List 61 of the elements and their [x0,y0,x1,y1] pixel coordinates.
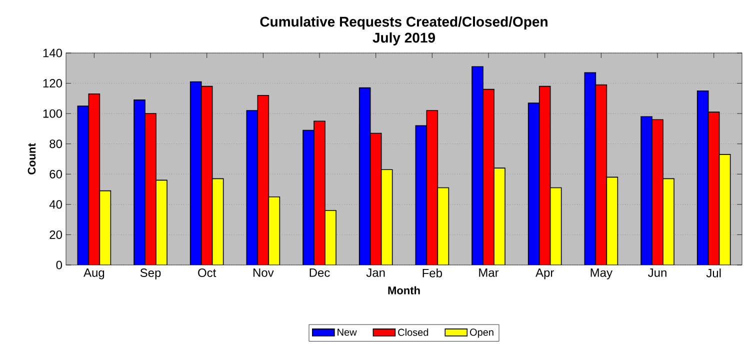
x-tick-label: Jul [706,268,721,278]
legend-label: New [338,328,357,336]
bar [212,178,224,265]
bar [606,176,618,265]
x-tick-label: Jun [648,268,666,277]
bar [584,72,596,265]
bar [472,66,484,265]
bar [370,132,382,265]
bar [640,116,652,265]
chart-title: Cumulative Requests Created/Closed/Open July 2019 [260,16,548,46]
y-tick-label: 60 [50,170,62,178]
bar [482,88,494,265]
bar [595,84,608,265]
bar [134,100,146,265]
bar [100,190,111,265]
bar [528,102,540,265]
y-tick-label: 140 [43,48,62,58]
y-tick-label: 120 [43,79,62,88]
bar [257,94,270,265]
bar [314,120,326,265]
y-tick-label: 20 [50,230,62,239]
bar [538,86,551,265]
bar [708,112,720,265]
bar [190,81,202,265]
bar [78,106,89,265]
x-tick-label: Mar [479,268,499,277]
y-tick-label: 40 [49,200,62,209]
y-tick-label: 80 [50,140,62,148]
legend-label: Open [470,328,494,338]
x-tick-label: Nov [253,268,274,277]
x-axis-title: Month [388,286,420,294]
bar [144,113,156,265]
bar [696,90,709,265]
x-tick-label: May [590,268,612,280]
x-tick-label: Apr [536,268,554,280]
bar [494,168,506,265]
bar [268,196,280,265]
bar [652,119,664,265]
x-tick-label: Dec [310,268,330,277]
x-tick-label: Oct [198,268,216,278]
legend-label: Closed [398,328,428,336]
bar [246,110,258,265]
bar [662,178,674,265]
bar [88,94,100,265]
x-tick-label: Sep [140,268,161,280]
bar [302,130,314,265]
y-tick-label: 0 [56,260,62,270]
bar [200,86,213,265]
x-tick-label: Aug [84,268,104,280]
y-tick-label: 100 [43,109,62,118]
bar [550,187,562,265]
bar [358,87,371,265]
bar [718,154,731,265]
bar [156,180,168,265]
bar [415,125,428,265]
x-tick-label: Feb [422,268,442,278]
bar [426,110,438,265]
bar [380,169,393,265]
x-tick-label: Jan [366,268,385,277]
y-axis-title: Count [28,143,36,174]
bar [437,187,450,265]
